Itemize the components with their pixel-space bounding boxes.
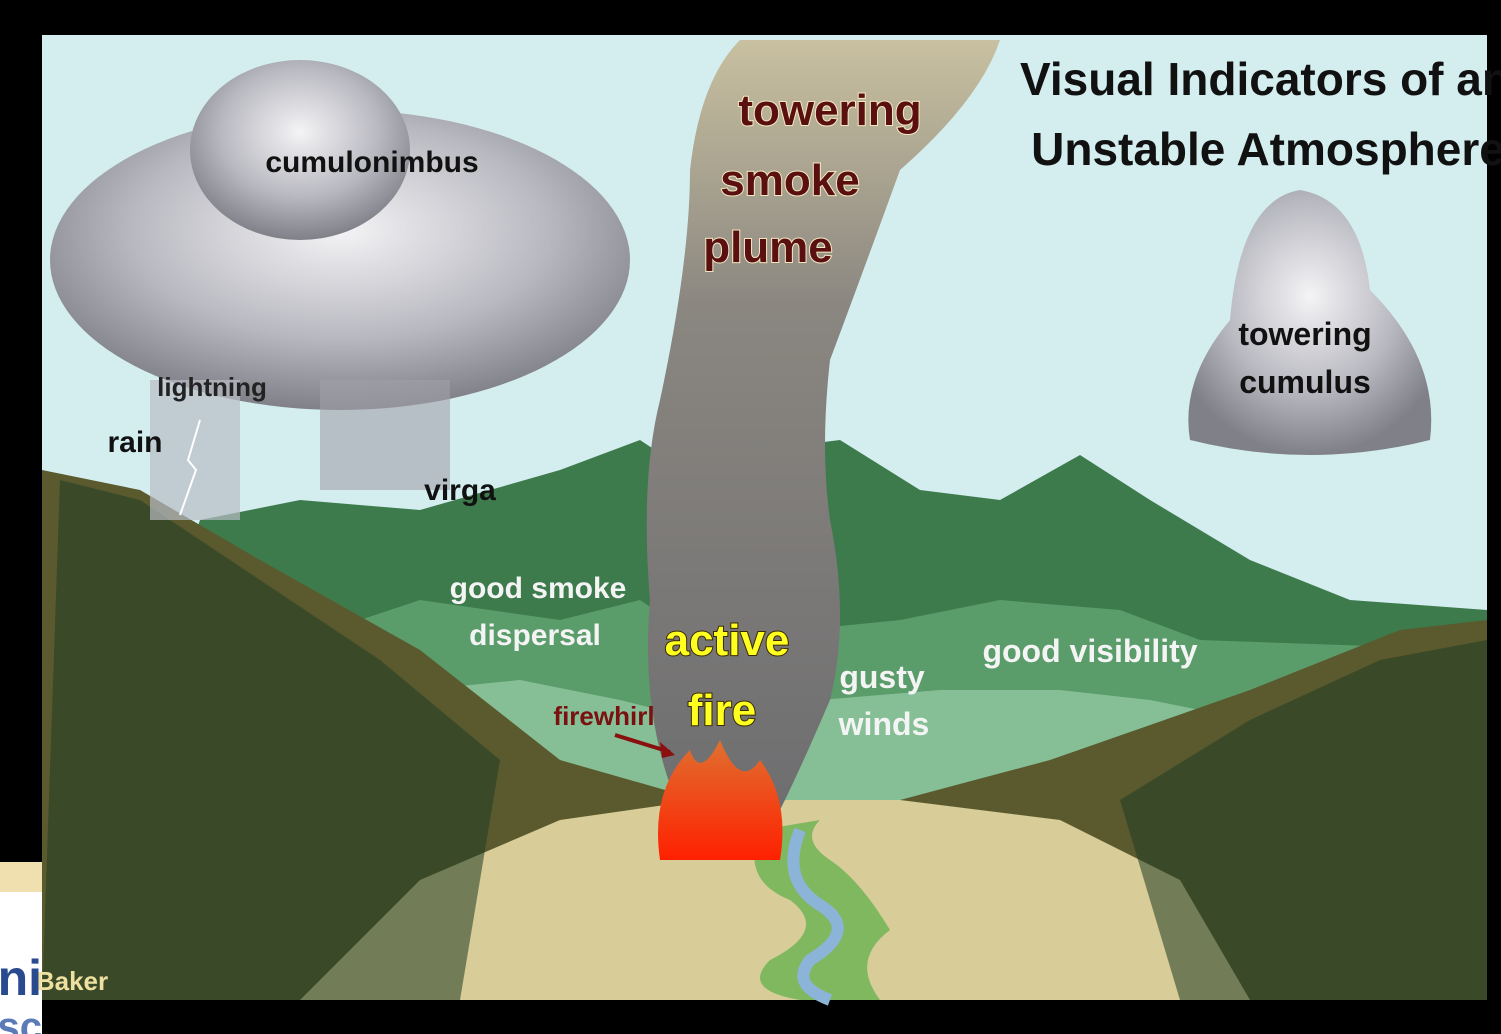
label: virga bbox=[424, 474, 496, 507]
label: towering bbox=[1238, 316, 1371, 352]
slide-edge bbox=[0, 862, 42, 892]
illustration: Visual Indicators of an Unstable Atmosph… bbox=[0, 0, 1501, 1034]
edge-fragment: sc bbox=[0, 1005, 42, 1034]
label: good smoke bbox=[450, 572, 627, 605]
label: firewhirl bbox=[553, 701, 654, 731]
edge-fragment: ni bbox=[0, 950, 42, 1006]
title-line: Visual Indicators of an bbox=[1020, 53, 1501, 105]
label: fire bbox=[688, 686, 756, 735]
label: towering bbox=[738, 86, 921, 135]
label: plume bbox=[703, 223, 833, 272]
label: rain bbox=[107, 426, 162, 459]
title-line: Unstable Atmosphere bbox=[1031, 123, 1501, 175]
label: cumulonimbus bbox=[265, 146, 478, 179]
credit: Baker bbox=[36, 966, 108, 996]
label: good visibility bbox=[982, 633, 1197, 669]
label: cumulus bbox=[1239, 364, 1371, 400]
label: dispersal bbox=[469, 619, 601, 652]
label: winds bbox=[838, 706, 930, 742]
label: active bbox=[665, 616, 790, 665]
label: smoke bbox=[720, 156, 859, 205]
label: lightning bbox=[157, 372, 267, 402]
label: gusty bbox=[839, 659, 925, 695]
